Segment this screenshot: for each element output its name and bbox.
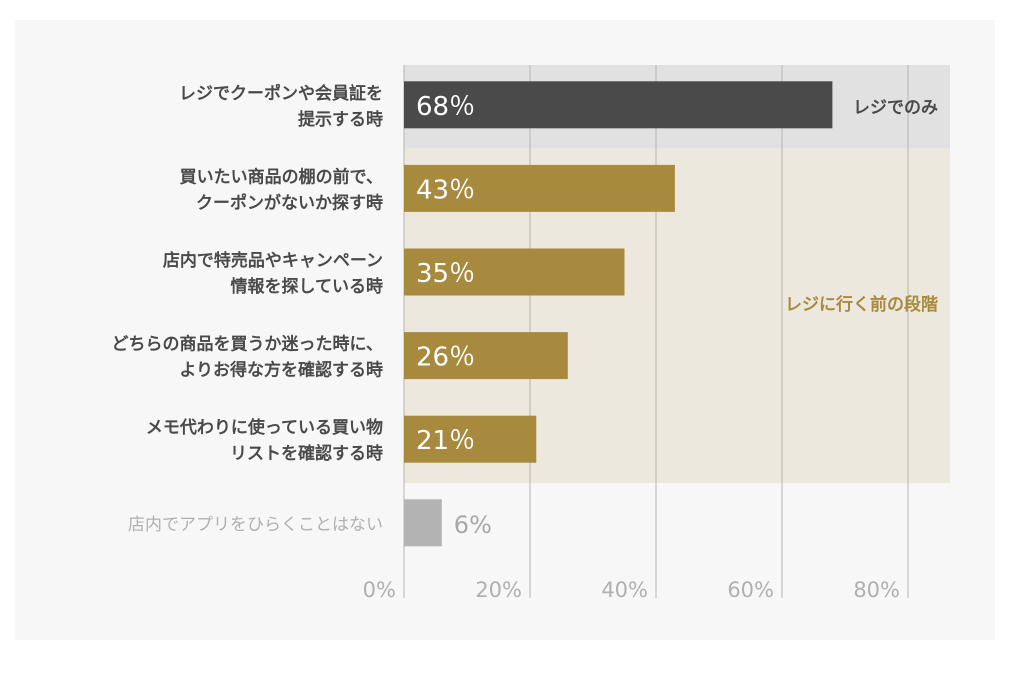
bar — [404, 499, 442, 547]
x-tick-label: 80% — [853, 578, 900, 602]
x-tick-label: 60% — [727, 578, 774, 602]
group-label: レジに行く前の段階 — [785, 294, 938, 315]
bar — [404, 415, 537, 463]
value-label: 43％ — [416, 175, 475, 205]
value-label: 35％ — [416, 259, 475, 289]
category-label: 買いたい商品の棚の前で、 — [180, 166, 383, 187]
category-label: どちらの商品を買うか迷った時に、 — [112, 334, 384, 355]
category-label: リストを確認する時 — [230, 443, 383, 464]
bar — [404, 248, 625, 296]
bar — [404, 332, 568, 380]
x-tick-label: 0% — [363, 578, 396, 602]
value-label: 21％ — [416, 426, 475, 456]
bar — [404, 81, 833, 129]
x-tick-label: 20% — [475, 578, 522, 602]
group-label: レジでのみ — [853, 98, 938, 118]
category-label: レジでクーポンや会員証を — [179, 83, 383, 104]
category-label: 店内で特売品やキャンペーン — [163, 250, 383, 271]
bar — [404, 164, 675, 212]
category-label: 情報を探している時 — [231, 276, 384, 297]
value-label: 68％ — [416, 92, 475, 122]
value-label: 6% — [454, 511, 492, 539]
category-label: よりお得な方を確認する時 — [179, 360, 383, 381]
category-label: 提示する時 — [298, 109, 383, 130]
value-label: 26％ — [416, 343, 475, 373]
x-tick-label: 40% — [601, 578, 648, 602]
category-label: 店内でアプリをひらくことはない — [128, 515, 383, 535]
category-label: メモ代わりに使っている買い物 — [146, 417, 383, 438]
category-label: クーポンがないか探す時 — [196, 192, 383, 213]
